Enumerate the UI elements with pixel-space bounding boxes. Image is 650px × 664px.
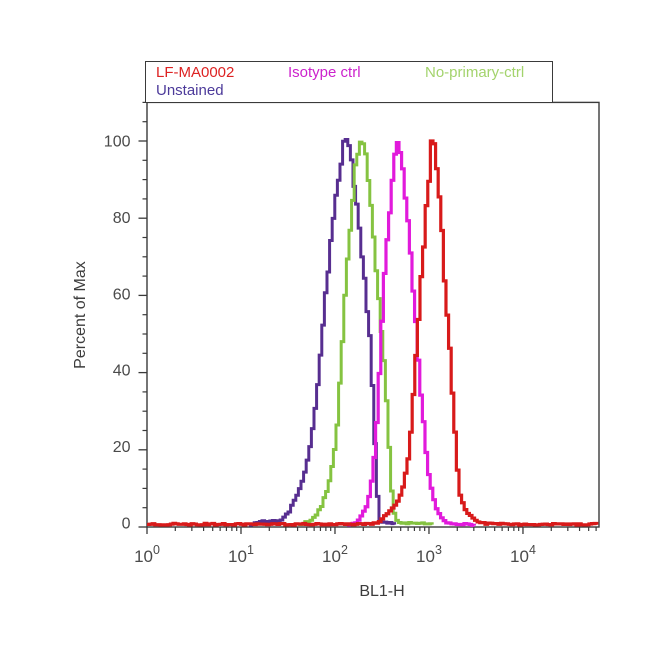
y-tick-label: 100 <box>104 134 131 151</box>
x-tick-label: 101 <box>228 543 254 566</box>
legend-item-isotype-ctrl: Isotype ctrl <box>288 63 361 81</box>
x-tick-label: 103 <box>416 543 442 566</box>
y-tick-label: 0 <box>122 516 131 533</box>
x-axis-title: BL1-H <box>359 583 405 600</box>
legend-item-unstained: Unstained <box>156 82 224 99</box>
y-tick-label: 20 <box>113 439 131 456</box>
legend-item-no-primary-ctrl: No-primary-ctrl <box>425 63 525 81</box>
y-axis-title: Percent of Max <box>72 261 89 369</box>
x-tick-label: 102 <box>322 543 348 566</box>
x-tick-label: 100 <box>134 543 160 566</box>
curve-isotype-ctrl <box>346 140 476 527</box>
legend-box: LF-MA0002 Isotype ctrl No-primary-ctrl U… <box>145 61 553 103</box>
y-tick-label: 40 <box>113 363 131 380</box>
y-tick-label: 60 <box>113 286 131 303</box>
curve-unstained <box>248 137 397 527</box>
y-tick-label: 80 <box>113 210 131 227</box>
legend-item-lf-ma0002: LF-MA0002 <box>156 63 235 81</box>
x-tick-label: 104 <box>510 543 536 566</box>
curve-no-primary-ctrl <box>296 140 434 526</box>
curve-lf-ma0002 <box>147 139 599 527</box>
